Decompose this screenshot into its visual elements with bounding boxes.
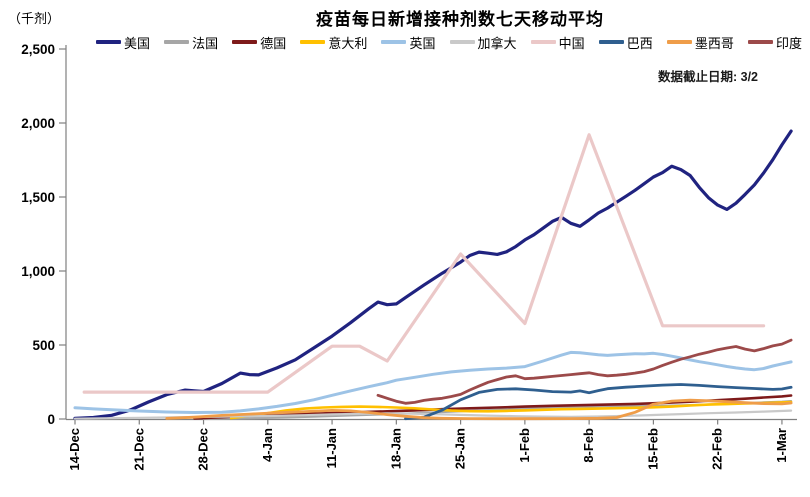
legend-swatch-brazil (598, 40, 624, 44)
legend-swatch-us (96, 40, 121, 44)
series-line-china (82, 133, 766, 394)
legend-label-us: 美国 (124, 35, 151, 51)
x-axis-tick-label: 21-Dec (131, 428, 146, 471)
legend: 美国 法国 德国 意大利 英国 加拿大 中国 巴西 墨西哥 印度 (96, 33, 802, 51)
x-axis-tick-label: 18-Jan (388, 428, 403, 469)
x-axis-tick-label: 25-Jan (453, 428, 468, 469)
y-axis-tick-label: 0 (47, 412, 55, 427)
x-axis-tick-label: 14-Dec (67, 428, 82, 471)
legend-item-italy: 意大利 (300, 33, 367, 52)
series-line-brazil (404, 383, 793, 421)
legend-swatch-uk (381, 40, 407, 44)
y-axis-tick-label: 2,000 (21, 116, 55, 131)
data-cutoff-note: 数据截止日期: 3/2 (657, 70, 758, 84)
y-axis-tick-label: 500 (32, 338, 55, 353)
legend-label-mexico: 墨西哥 (694, 35, 734, 51)
legend-label-china: 中国 (558, 35, 585, 51)
legend-item-uk: 英国 (381, 33, 435, 52)
legend-item-brazil: 巴西 (598, 33, 653, 52)
legend-swatch-italy (300, 40, 326, 44)
series-line-us (73, 129, 793, 420)
series-line-canada (73, 409, 793, 420)
legend-item-china: 中国 (530, 33, 585, 52)
legend-label-brazil: 巴西 (626, 35, 653, 51)
series-line-italy (229, 400, 793, 420)
legend-item-us: 美国 (96, 33, 150, 52)
x-axis-tick-label: 8-Feb (581, 428, 596, 463)
legend-label-germany: 德国 (260, 35, 287, 51)
legend-label-italy: 意大利 (328, 35, 368, 51)
series-line-mexico (165, 398, 793, 421)
legend-item-india: 印度 (747, 33, 802, 52)
x-axis-tick-label: 1-Mar (774, 428, 789, 463)
legend-swatch-france (164, 40, 190, 44)
legend-swatch-canada (449, 40, 475, 44)
x-axis-tick-label: 15-Feb (645, 428, 660, 470)
x-axis-tick-label: 28-Dec (196, 428, 211, 471)
chart-title: 疫苗每日新增接种剂数七天移动平均 (316, 10, 604, 29)
x-axis-tick-label: 1-Feb (517, 428, 532, 463)
legend-item-germany: 德国 (232, 33, 286, 52)
x-axis-tick-label: 11-Jan (324, 428, 339, 469)
series-line-germany (193, 394, 793, 420)
series-line-uk (73, 350, 793, 414)
legend-label-india: 印度 (775, 35, 802, 51)
legend-swatch-germany (232, 40, 258, 44)
legend-item-france: 法国 (164, 33, 218, 52)
legend-swatch-mexico (666, 40, 692, 44)
y-axis-unit-label: （千剂） (8, 11, 61, 26)
y-axis-tick-label: 1,500 (21, 190, 55, 205)
series-line-india (376, 338, 793, 405)
legend-item-canada: 加拿大 (449, 33, 517, 52)
legend-swatch-india (747, 40, 773, 44)
legend-label-canada: 加拿大 (477, 35, 517, 51)
y-axis-tick-label: 1,000 (21, 264, 55, 279)
legend-label-france: 法国 (192, 35, 219, 51)
legend-item-mexico: 墨西哥 (666, 33, 734, 52)
x-axis-tick-label: 22-Feb (710, 428, 725, 470)
x-axis-tick-label: 4-Jan (260, 428, 275, 462)
legend-swatch-china (530, 40, 556, 44)
legend-label-uk: 英国 (409, 35, 436, 51)
y-axis-tick-label: 2,500 (21, 42, 55, 57)
